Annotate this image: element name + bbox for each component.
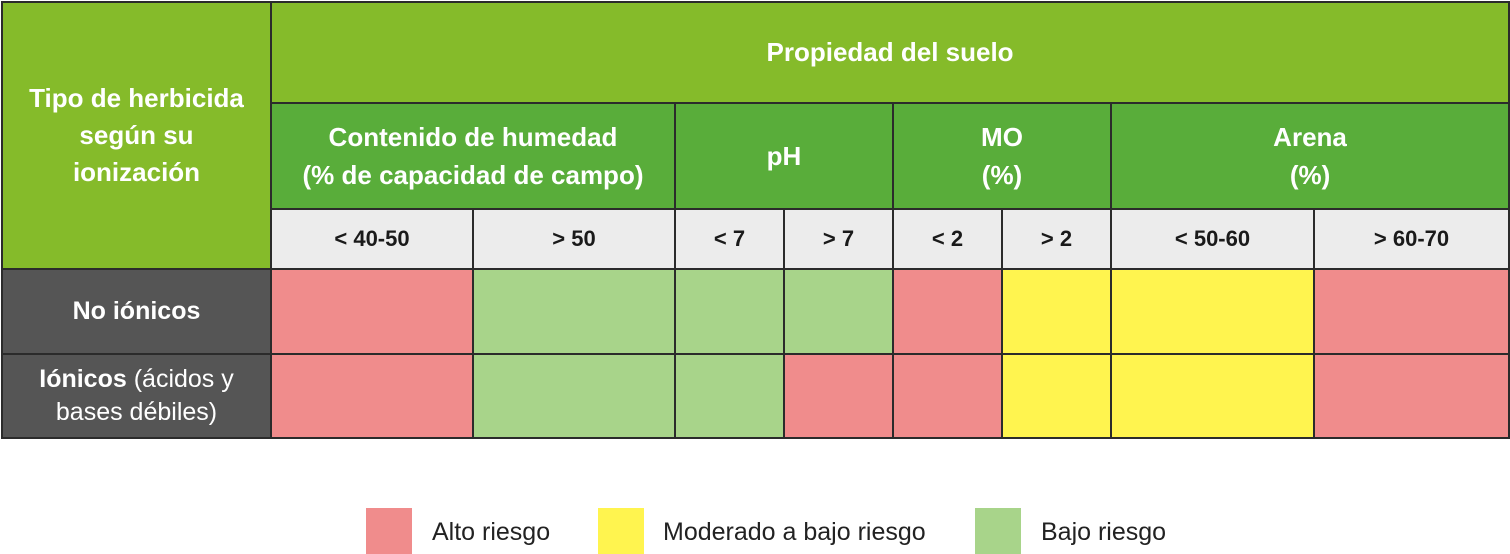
risk-cell <box>270 268 474 355</box>
risk-cell <box>674 353 785 439</box>
risk-cell <box>892 353 1003 439</box>
legend-swatch-moderate <box>598 508 644 554</box>
risk-cell <box>1110 268 1315 355</box>
legend-swatch-low <box>975 508 1021 554</box>
risk-cell <box>472 268 676 355</box>
herbicide-type-line-2: según su <box>79 120 194 150</box>
organic-matter-header: MO (%) <box>892 102 1112 210</box>
om-header-line-1: MO <box>981 122 1023 152</box>
ph-header: pH <box>674 102 894 210</box>
range-cell: > 60-70 <box>1312 208 1510 270</box>
range-cell: > 2 <box>1001 208 1112 270</box>
moisture-content-header: Contenido de humedad (% de capacidad de … <box>270 102 676 210</box>
herbicide-type-line-3: ionización <box>72 157 201 187</box>
risk-cell <box>783 353 894 439</box>
soil-risk-table: Tipo de herbicida según su ionización Pr… <box>1 1 1510 439</box>
range-cell: < 40-50 <box>270 208 474 270</box>
row-label-rest: (ácidos y bases débiles) <box>55 365 234 426</box>
ph-header-line-1: pH <box>766 141 802 171</box>
range-cell: < 2 <box>892 208 1003 270</box>
risk-cell <box>783 268 894 355</box>
range-cell: < 7 <box>674 208 785 270</box>
sand-header-line-1: Arena <box>1273 122 1347 152</box>
legend-label-low: Bajo riesgo <box>1041 518 1167 546</box>
table-row: No iónicos <box>1 268 1510 355</box>
risk-cell <box>892 268 1003 355</box>
sand-header-line-2: (%) <box>1289 160 1331 190</box>
legend-label-moderate: Moderado a bajo riesgo <box>663 518 926 546</box>
moisture-header-line-2: (% de capacidad de campo) <box>302 160 644 190</box>
range-cell: > 7 <box>783 208 894 270</box>
herbicide-type-line-1: Tipo de herbicida <box>29 83 244 113</box>
risk-cell <box>1312 353 1510 439</box>
row-label-non-ionic: No iónicos <box>1 268 272 355</box>
row-label-bold: Iónicos <box>39 365 127 393</box>
risk-cell <box>674 268 785 355</box>
om-header-line-2: (%) <box>981 160 1023 190</box>
legend: Alto riesgo Moderado a bajo riesgo Bajo … <box>0 508 1510 554</box>
risk-cell <box>1312 268 1510 355</box>
moisture-header-line-1: Contenido de humedad <box>328 122 618 152</box>
range-cell: < 50-60 <box>1110 208 1315 270</box>
risk-cell <box>1001 268 1112 355</box>
sand-header: Arena (%) <box>1109 102 1510 210</box>
risk-cell <box>472 353 676 439</box>
legend-label-high: Alto riesgo <box>432 518 551 546</box>
range-cell: > 50 <box>472 208 676 270</box>
risk-cell <box>1001 353 1112 439</box>
legend-swatch-high <box>366 508 412 554</box>
herbicide-type-header: Tipo de herbicida según su ionización <box>1 1 272 270</box>
risk-cell <box>270 353 474 439</box>
soil-property-header: Propiedad del suelo <box>269 1 1510 104</box>
table-row: Iónicos (ácidos y bases débiles) <box>1 353 1510 439</box>
row-label-ionic: Iónicos (ácidos y bases débiles) <box>1 353 272 439</box>
risk-cell <box>1110 353 1315 439</box>
row-label-bold: No iónicos <box>72 297 201 325</box>
